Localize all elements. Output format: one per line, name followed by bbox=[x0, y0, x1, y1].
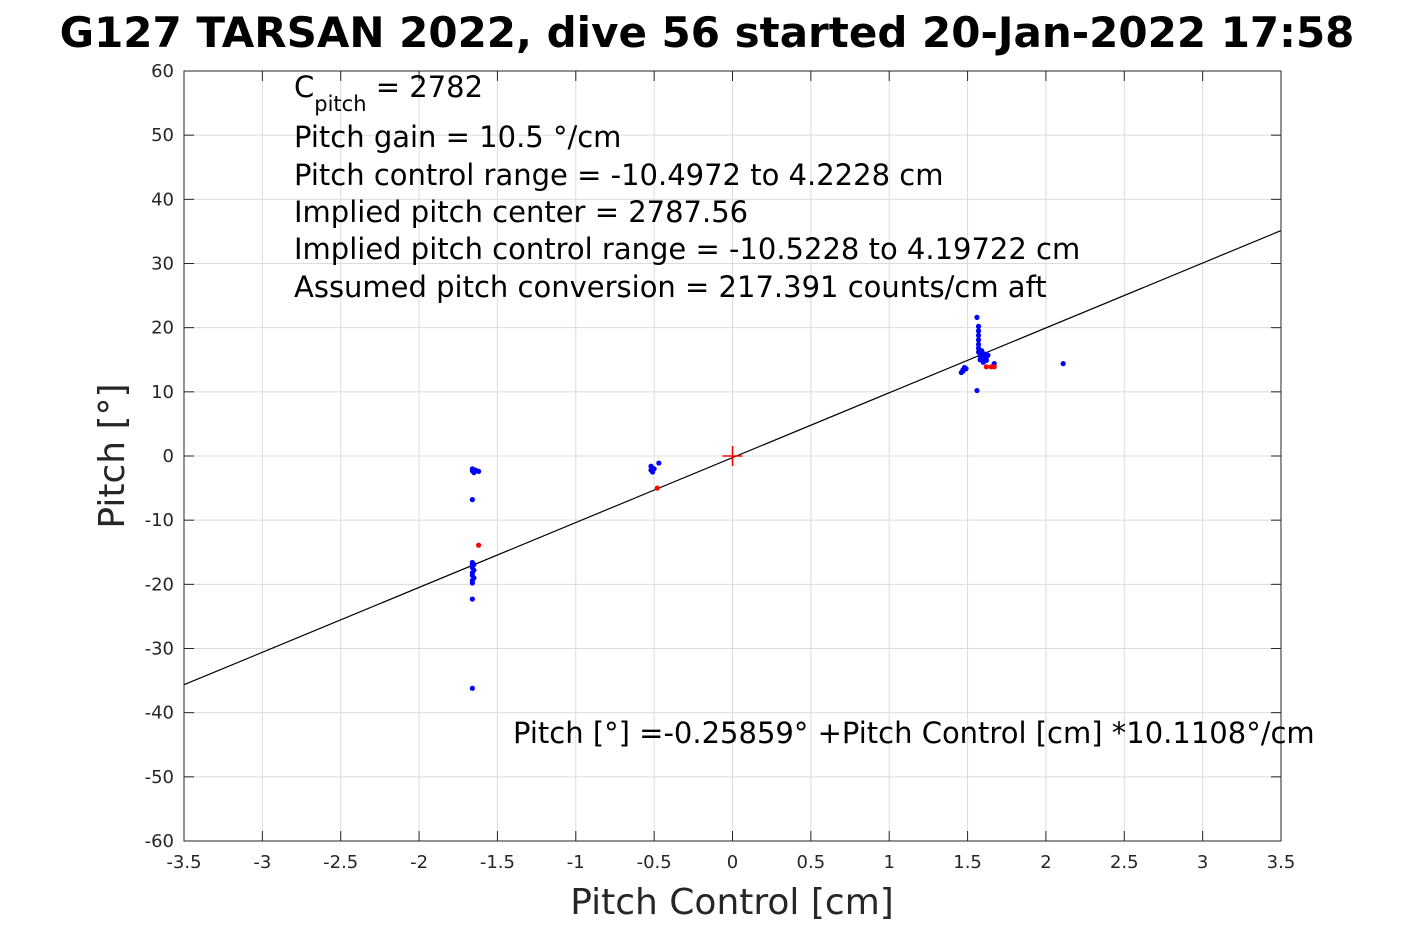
y-tick-label: 30 bbox=[151, 254, 174, 275]
y-axis-ticks: -60 -50 -40 -30 -20 -10 0 10 20 30 40 50 60 bbox=[145, 61, 1281, 852]
data-point-red bbox=[476, 542, 482, 548]
data-point-blue bbox=[975, 328, 982, 334]
data-point-blue bbox=[983, 357, 989, 363]
x-tick-label: -2 bbox=[410, 852, 428, 873]
x-axis-label: Pitch Control [cm] bbox=[570, 882, 894, 923]
data-point-blue bbox=[985, 352, 991, 358]
c-pitch-subscript: pitch bbox=[314, 92, 366, 116]
y-tick-label: 60 bbox=[151, 61, 174, 82]
y-tick-label: -10 bbox=[145, 510, 174, 531]
data-point-blue bbox=[469, 596, 475, 602]
x-tick-label: -0.5 bbox=[637, 852, 672, 873]
y-tick-label: -20 bbox=[145, 574, 174, 595]
c-pitch-main: C bbox=[294, 70, 314, 104]
c-pitch-value: = 2782 bbox=[367, 70, 484, 104]
data-point-blue bbox=[656, 460, 662, 466]
data-point-blue bbox=[975, 332, 982, 338]
chart-title: G127 TARSAN 2022, dive 56 started 20-Jan… bbox=[60, 8, 1355, 57]
y-tick-label: 20 bbox=[151, 318, 174, 339]
x-tick-label: 0 bbox=[727, 852, 738, 873]
x-tick-label: -1.5 bbox=[480, 852, 515, 873]
data-point-blue bbox=[651, 466, 657, 472]
y-tick-label: -30 bbox=[145, 639, 174, 660]
data-point-blue bbox=[975, 337, 982, 343]
annotation-assumed-pitch-conversion: Assumed pitch conversion = 217.391 count… bbox=[294, 270, 1047, 304]
annotation-implied-pitch-control-range: Implied pitch control range = -10.5228 t… bbox=[294, 232, 1080, 266]
data-point-red bbox=[983, 364, 989, 370]
data-point-blue bbox=[974, 387, 980, 394]
data-point-blue bbox=[977, 350, 983, 356]
x-tick-label: 3 bbox=[1197, 852, 1208, 873]
y-tick-label: 10 bbox=[151, 382, 174, 403]
data-point-blue bbox=[963, 366, 969, 372]
y-tick-label: 40 bbox=[151, 189, 174, 210]
y-tick-label: -40 bbox=[145, 703, 174, 724]
x-tick-label: 3.5 bbox=[1267, 852, 1296, 873]
x-tick-label: 0.5 bbox=[797, 852, 826, 873]
annotation-c-pitch: Cpitch = 2782 bbox=[294, 70, 483, 116]
data-point-blue bbox=[975, 341, 982, 347]
annotation-fit-equation: Pitch [°] =-0.25859° +Pitch Control [cm]… bbox=[513, 716, 1315, 750]
annotation-pitch-gain: Pitch gain = 10.5 °/cm bbox=[294, 120, 621, 154]
data-point-blue bbox=[1060, 361, 1066, 367]
y-tick-label: -50 bbox=[145, 767, 174, 788]
data-point-blue bbox=[471, 561, 477, 568]
data-point-red bbox=[991, 364, 997, 370]
y-tick-label: -60 bbox=[145, 831, 174, 852]
y-axis-label: Pitch [°] bbox=[92, 383, 133, 528]
x-tick-label: 2.5 bbox=[1110, 852, 1139, 873]
center-marker-group bbox=[722, 446, 743, 466]
data-point-blue bbox=[469, 497, 475, 503]
y-tick-label: 50 bbox=[151, 125, 174, 146]
x-axis-ticks: -3.5 -3 -2.5 -2 -1.5 -1 -0.5 0 0.5 1 1.5 2 2.5 3 3.5 bbox=[166, 71, 1295, 873]
x-tick-label: -1 bbox=[567, 852, 585, 873]
annotation-pitch-control-range: Pitch control range = -10.4972 to 4.2228… bbox=[294, 158, 943, 192]
data-point-blue bbox=[974, 314, 980, 320]
x-tick-label: 1.5 bbox=[953, 852, 982, 873]
data-point-blue bbox=[469, 580, 475, 586]
x-tick-label: 2 bbox=[1040, 852, 1051, 873]
data-point-red bbox=[654, 485, 660, 491]
y-tick-label: 0 bbox=[163, 446, 174, 467]
x-tick-label: -3 bbox=[253, 852, 271, 873]
data-point-blue bbox=[469, 685, 475, 691]
x-tick-label: 1 bbox=[883, 852, 894, 873]
x-tick-label: -3.5 bbox=[166, 852, 201, 873]
x-tick-label: -2.5 bbox=[323, 852, 358, 873]
annotation-implied-pitch-center: Implied pitch center = 2787.56 bbox=[294, 195, 748, 229]
data-points bbox=[469, 314, 1066, 691]
data-point-blue bbox=[975, 323, 982, 329]
data-point-blue bbox=[476, 468, 482, 474]
